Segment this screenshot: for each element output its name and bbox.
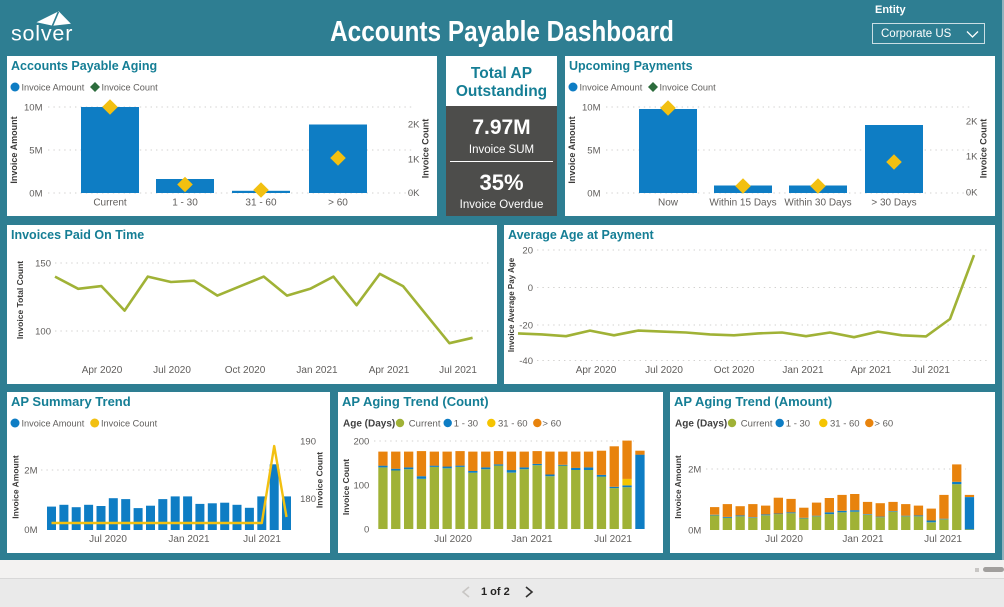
svg-text:Age (Days): Age (Days) [343, 419, 395, 430]
svg-text:Oct 2020: Oct 2020 [225, 365, 266, 376]
svg-text:Jul 2020: Jul 2020 [765, 534, 803, 545]
svg-text:AP Aging Trend (Amount): AP Aging Trend (Amount) [674, 394, 832, 409]
svg-text:0: 0 [364, 525, 369, 536]
svg-text:Invoice Count: Invoice Count [101, 419, 158, 429]
svg-text:31 - 60: 31 - 60 [830, 419, 860, 430]
svg-text:Invoice Count: Invoice Count [421, 119, 431, 179]
svg-text:Jul 2021: Jul 2021 [924, 534, 962, 545]
svg-text:2M: 2M [24, 466, 37, 477]
svg-text:0K: 0K [408, 188, 420, 199]
svg-text:Invoice Amount: Invoice Amount [9, 116, 19, 183]
svg-text:Jan 2021: Jan 2021 [168, 534, 210, 545]
svg-text:180: 180 [300, 494, 316, 505]
svg-text:31 - 60: 31 - 60 [498, 419, 528, 430]
svg-text:20: 20 [522, 246, 533, 257]
svg-text:190: 190 [300, 437, 316, 448]
svg-text:Invoice Amount: Invoice Amount [580, 83, 643, 93]
svg-text:Jul 2020: Jul 2020 [645, 365, 683, 376]
svg-text:Invoice Average Pay Age: Invoice Average Pay Age [507, 257, 516, 352]
svg-text:Jul 2021: Jul 2021 [594, 534, 632, 545]
svg-text:Invoice Total Count: Invoice Total Count [15, 261, 25, 339]
svg-text:1 - 30: 1 - 30 [454, 419, 478, 430]
svg-text:1K: 1K [966, 152, 978, 163]
svg-text:5M: 5M [29, 146, 42, 157]
svg-text:0: 0 [528, 283, 533, 294]
svg-text:Jan 2021: Jan 2021 [296, 365, 338, 376]
svg-text:Accounts Payable Aging: Accounts Payable Aging [11, 59, 157, 73]
svg-text:Jul 2021: Jul 2021 [912, 365, 950, 376]
svg-text:Age (Days): Age (Days) [675, 419, 727, 430]
svg-text:5M: 5M [587, 146, 600, 157]
svg-text:0M: 0M [688, 526, 701, 537]
svg-text:2M: 2M [688, 465, 701, 476]
svg-text:10M: 10M [582, 103, 601, 114]
svg-text:Jan 2021: Jan 2021 [842, 534, 884, 545]
svg-text:Invoice Amount: Invoice Amount [567, 116, 577, 183]
svg-text:Within 15 Days: Within 15 Days [709, 198, 776, 209]
svg-text:Jul 2020: Jul 2020 [153, 365, 191, 376]
svg-text:1K: 1K [408, 155, 420, 166]
svg-text:Invoice Count: Invoice Count [102, 83, 159, 93]
svg-text:Invoice Amount: Invoice Amount [11, 455, 21, 519]
svg-text:Apr 2021: Apr 2021 [369, 365, 410, 376]
svg-text:Jul 2020: Jul 2020 [89, 534, 127, 545]
svg-text:1 - 30: 1 - 30 [786, 419, 810, 430]
svg-text:> 60: > 60 [542, 419, 561, 430]
svg-text:> 30 Days: > 30 Days [871, 198, 916, 209]
svg-text:Invoice Count: Invoice Count [979, 119, 989, 179]
svg-text:Jan 2021: Jan 2021 [511, 534, 553, 545]
svg-text:Current: Current [409, 419, 441, 430]
svg-text:Now: Now [658, 198, 679, 209]
svg-text:100: 100 [35, 327, 51, 338]
svg-text:solver: solver [11, 21, 73, 45]
svg-text:Invoice Amount: Invoice Amount [673, 455, 683, 519]
svg-text:0K: 0K [966, 188, 978, 199]
svg-text:Invoice Count: Invoice Count [315, 452, 325, 508]
svg-text:Average Age at Payment: Average Age at Payment [508, 228, 654, 242]
svg-text:0M: 0M [587, 189, 600, 200]
svg-text:1 - 30: 1 - 30 [172, 198, 198, 209]
svg-text:Current: Current [741, 419, 773, 430]
svg-text:> 60: > 60 [328, 198, 348, 209]
svg-text:100: 100 [353, 481, 369, 492]
svg-text:Apr 2021: Apr 2021 [851, 365, 892, 376]
svg-text:2K: 2K [408, 120, 420, 131]
svg-text:Upcoming Payments: Upcoming Payments [569, 59, 693, 73]
svg-text:150: 150 [35, 259, 51, 270]
svg-text:Apr 2020: Apr 2020 [82, 365, 123, 376]
svg-text:31 - 60: 31 - 60 [245, 198, 277, 209]
svg-text:Invoice Amount: Invoice Amount [22, 83, 85, 93]
svg-text:Jul 2021: Jul 2021 [243, 534, 281, 545]
svg-text:-40: -40 [519, 356, 533, 367]
svg-text:> 60: > 60 [874, 419, 893, 430]
svg-text:Current: Current [93, 198, 127, 209]
svg-text:Invoice Count: Invoice Count [660, 83, 717, 93]
svg-text:Invoices Paid On Time: Invoices Paid On Time [11, 228, 144, 242]
svg-text:0M: 0M [29, 189, 42, 200]
svg-text:Oct 2020: Oct 2020 [714, 365, 755, 376]
svg-text:-20: -20 [519, 321, 533, 332]
svg-text:Invoice Amount: Invoice Amount [22, 419, 85, 429]
svg-text:AP Summary Trend: AP Summary Trend [11, 394, 131, 409]
svg-text:0M: 0M [24, 525, 37, 536]
svg-text:10M: 10M [24, 103, 43, 114]
svg-text:Invoice Count: Invoice Count [341, 459, 351, 515]
svg-text:Apr 2020: Apr 2020 [576, 365, 617, 376]
svg-text:Within 30 Days: Within 30 Days [784, 198, 851, 209]
svg-text:Jul 2021: Jul 2021 [439, 365, 477, 376]
svg-text:200: 200 [353, 437, 369, 448]
svg-text:2K: 2K [966, 117, 978, 128]
svg-text:Jul 2020: Jul 2020 [434, 534, 472, 545]
svg-text:AP Aging Trend (Count): AP Aging Trend (Count) [342, 394, 489, 409]
svg-text:Jan 2021: Jan 2021 [782, 365, 824, 376]
